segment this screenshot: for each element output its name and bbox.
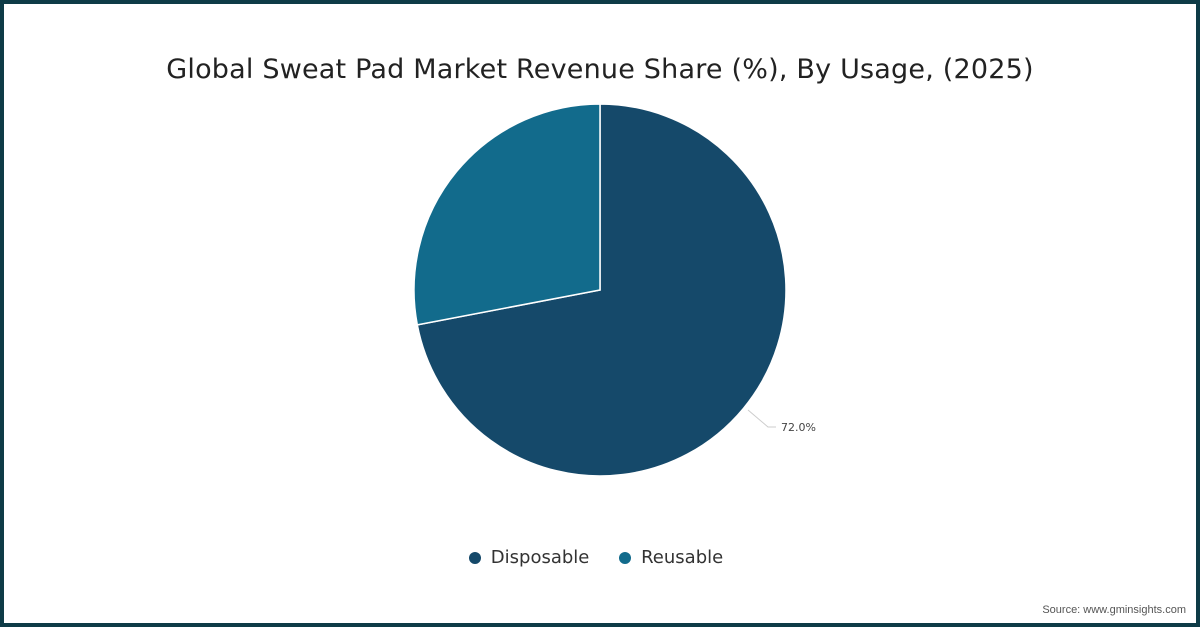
legend-dot-icon xyxy=(619,551,632,564)
data-label-disposable: 72.0% xyxy=(781,421,816,434)
slice-disposable[interactable] xyxy=(416,103,787,477)
legend-dot-icon xyxy=(468,551,481,564)
legend-label: Reusable xyxy=(641,547,724,568)
source-credit: Source: www.gminsights.com xyxy=(1042,604,1186,616)
legend-item-disposable[interactable]: Disposable xyxy=(468,547,590,568)
legend-label: Disposable xyxy=(490,547,590,568)
slice-reusable[interactable] xyxy=(413,103,601,326)
label-leader-line xyxy=(747,409,776,428)
chart-title: Global Sweat Pad Market Revenue Share (%… xyxy=(166,54,1034,85)
legend-item-reusable[interactable]: Reusable xyxy=(619,547,723,568)
legend: Disposable Reusable xyxy=(0,547,1192,569)
